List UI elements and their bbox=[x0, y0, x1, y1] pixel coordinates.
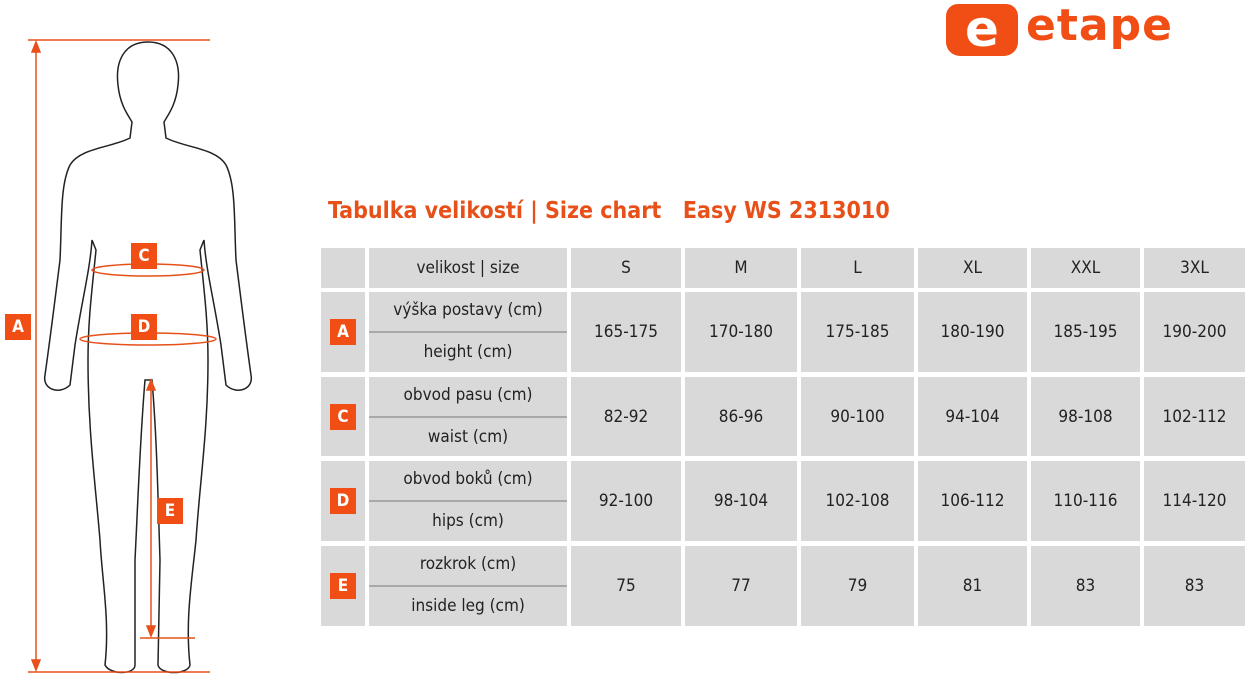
logo-text: etape bbox=[1026, 0, 1173, 51]
badge-d: D bbox=[330, 488, 356, 514]
value-cell: 180-190 bbox=[918, 292, 1027, 372]
size-header-m: M bbox=[685, 248, 797, 288]
label-cz: obvod pasu (cm) bbox=[403, 385, 533, 405]
page-title: Tabulka velikostí | Size chart Easy WS 2… bbox=[328, 198, 890, 224]
label-cz: rozkrok (cm) bbox=[419, 554, 517, 574]
divider bbox=[369, 500, 567, 502]
badge-c: C bbox=[330, 403, 356, 430]
measurement-label: obvod boků (cm) hips (cm) bbox=[369, 461, 567, 541]
measurement-label: výška postavy (cm) height (cm) bbox=[369, 292, 567, 372]
row-badge-cell: E bbox=[321, 546, 365, 626]
value-cell: 114-120 bbox=[1144, 461, 1245, 541]
label-en: height (cm) bbox=[423, 342, 513, 362]
row-badge-cell: D bbox=[321, 461, 365, 541]
value-cell: 79 bbox=[801, 546, 914, 626]
size-header-s: S bbox=[571, 248, 681, 288]
value-cell: 170-180 bbox=[685, 292, 797, 372]
value-cell: 190-200 bbox=[1144, 292, 1245, 372]
measurement-label: obvod pasu (cm) waist (cm) bbox=[369, 377, 567, 456]
label-en: waist (cm) bbox=[427, 427, 509, 447]
logo-mark: e bbox=[946, 0, 1018, 58]
corner-cell bbox=[321, 248, 365, 288]
value-cell: 83 bbox=[1144, 546, 1245, 626]
body-silhouette bbox=[44, 41, 252, 674]
value-cell: 92-100 bbox=[571, 461, 681, 541]
divider bbox=[369, 585, 567, 587]
label-e: E bbox=[157, 498, 183, 524]
divider bbox=[369, 331, 567, 333]
value-cell: 81 bbox=[918, 546, 1027, 626]
etape-logo: e etape bbox=[946, 0, 1246, 60]
badge-e: E bbox=[330, 573, 356, 599]
label-d: D bbox=[131, 314, 157, 340]
measure-lines bbox=[28, 39, 217, 673]
value-cell: 165-175 bbox=[571, 292, 681, 372]
value-cell: 98-108 bbox=[1031, 377, 1140, 456]
value-cell: 102-112 bbox=[1144, 377, 1245, 456]
value-cell: 82-92 bbox=[571, 377, 681, 456]
value-cell: 185-195 bbox=[1031, 292, 1140, 372]
header-label: velikost | size bbox=[369, 248, 567, 288]
size-header-3xl: 3XL bbox=[1144, 248, 1245, 288]
divider bbox=[369, 416, 567, 418]
value-cell: 106-112 bbox=[918, 461, 1027, 541]
value-cell: 94-104 bbox=[918, 377, 1027, 456]
label-en: hips (cm) bbox=[432, 511, 504, 531]
value-cell: 83 bbox=[1031, 546, 1140, 626]
label-cz: výška postavy (cm) bbox=[393, 300, 543, 320]
row-badge-cell: C bbox=[321, 377, 365, 456]
value-cell: 86-96 bbox=[685, 377, 797, 456]
value-cell: 77 bbox=[685, 546, 797, 626]
badge-a: A bbox=[330, 319, 356, 345]
body-figure bbox=[28, 39, 252, 674]
measurement-label: rozkrok (cm) inside leg (cm) bbox=[369, 546, 567, 626]
value-cell: 175-185 bbox=[801, 292, 914, 372]
label-c: C bbox=[131, 243, 157, 269]
size-header-l: L bbox=[801, 248, 914, 288]
size-header-xl: XL bbox=[918, 248, 1027, 288]
size-header-xxl: XXL bbox=[1031, 248, 1140, 288]
value-cell: 75 bbox=[571, 546, 681, 626]
row-badge-cell: A bbox=[321, 292, 365, 372]
value-cell: 110-116 bbox=[1031, 461, 1140, 541]
value-cell: 90-100 bbox=[801, 377, 914, 456]
value-cell: 98-104 bbox=[685, 461, 797, 541]
label-en: inside leg (cm) bbox=[411, 596, 525, 616]
value-cell: 102-108 bbox=[801, 461, 914, 541]
label-cz: obvod boků (cm) bbox=[403, 469, 533, 489]
label-a: A bbox=[5, 314, 31, 340]
